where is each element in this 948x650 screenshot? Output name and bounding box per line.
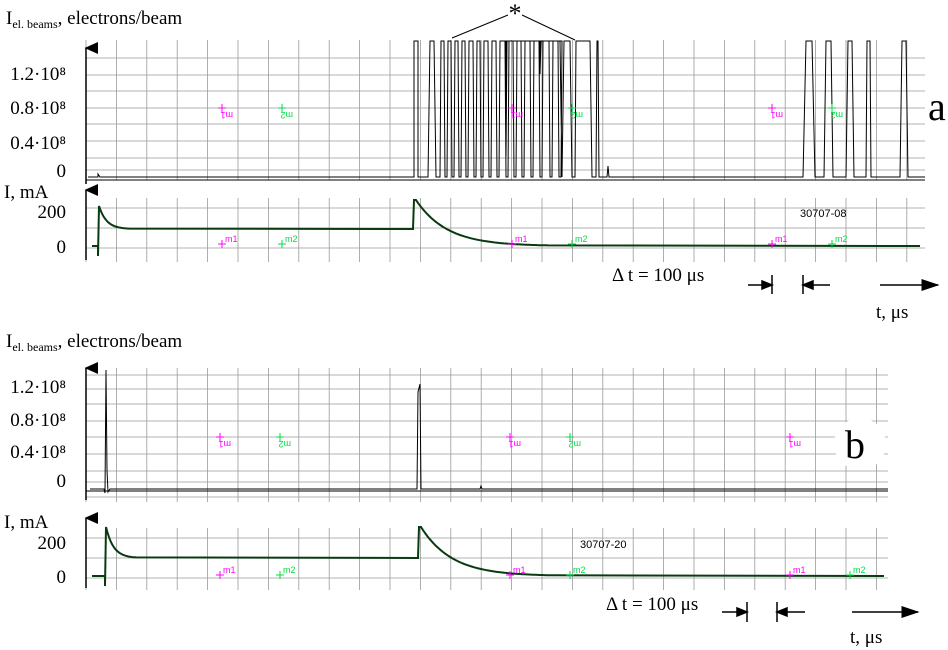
panel-a-bottom-ytick-label: 200 [38, 202, 67, 223]
panel-a-shot-id: 30707-08 [800, 208, 847, 220]
marker-label: m1 [788, 439, 801, 449]
panel-a-top-ytick-labels: 1.2·10⁸ 0.8·10⁸ 0.4·10⁸ 0 [10, 64, 66, 182]
panel-letter-b-background [834, 418, 886, 470]
panel-a-electron-beam-trace [88, 40, 925, 178]
panel-a-bottom-ytick-label: 0 [57, 237, 67, 258]
panel-b-bottom-ytick-label: 200 [38, 533, 67, 554]
marker-label: m1 [223, 565, 236, 575]
panel-a-top-ytick-label: 0.8·10⁸ [10, 98, 66, 119]
asterisk-annotation: * [509, 0, 522, 28]
marker-label: m2 [830, 110, 843, 120]
panel-b-top-ytick-label: 1.2·10⁸ [10, 377, 66, 398]
asterisk-leader-lines [451, 14, 576, 41]
panel-b-bottom-grid [85, 528, 888, 590]
marker-label: m1 [510, 110, 523, 120]
marker-label: m1 [220, 110, 233, 120]
panel-b-bottom-ytick-label: 0 [57, 567, 67, 588]
marker-label: m2 [568, 439, 581, 449]
marker-label: m1 [218, 439, 231, 449]
panel-a-top-ytick-label: 0.4·10⁸ [10, 133, 66, 154]
marker-label: m2 [835, 234, 848, 244]
marker-label: m1 [775, 234, 788, 244]
panel-b-top-grid [85, 368, 888, 502]
panel-b-top-ytick-label: 0 [57, 471, 67, 492]
panel-a-bottom-ylabel: I, mA [4, 182, 49, 203]
panel-a-top-ytick-label: 1.2·10⁸ [10, 64, 66, 85]
marker-label: m1 [225, 234, 238, 244]
panel-letter-b: b [845, 422, 865, 467]
marker-label: m2 [283, 565, 296, 575]
panel-b-time-axis-label: t, μs [850, 627, 882, 648]
panel-b-electron-beam-trace [90, 369, 888, 494]
marker-label: m1 [515, 234, 528, 244]
panel-a-delta-t-scalebar [748, 275, 830, 294]
marker-label: m1 [508, 439, 521, 449]
panel-b-bottom-markers: m1 m2 m1 m2 m1 m2 [216, 565, 866, 579]
marker-label: m2 [573, 565, 586, 575]
panel-b-bottom-ylabel: I, mA [4, 512, 49, 533]
panel-a-top-markers: m1 m2 m1 m2 m1 m2 [218, 104, 843, 120]
panel-b-current-trace [92, 526, 885, 587]
marker-label: m2 [575, 234, 588, 244]
marker-label: m2 [278, 439, 291, 449]
panel-b-top-ytick-label: 0.4·10⁸ [10, 442, 66, 463]
panel-a-top-ytick-label: 0 [57, 161, 67, 182]
marker-label: m1 [513, 565, 526, 575]
marker-label: m1 [793, 565, 806, 575]
panel-b-top-markers: m1 m2 m1 m2 m1 [216, 433, 801, 449]
panel-b-top-ylabel: Iel. beams, electrons/beam [6, 331, 182, 354]
marker-label: m2 [285, 234, 298, 244]
panel-b-top-ytick-label: 0.8·10⁸ [10, 410, 66, 431]
panel-a-delta-t-label: Δ t = 100 μs [612, 265, 704, 286]
panel-b: Iel. beams, electrons/beam 1.2·10⁸ 0.8·1… [4, 331, 920, 648]
marker-label: m2 [853, 565, 866, 575]
marker-label: m2 [570, 110, 583, 120]
panel-b-delta-t-label: Δ t = 100 μs [606, 594, 698, 615]
panel-a-bottom-markers: m1 m2 m1 m2 m1 m2 [218, 234, 848, 248]
panel-a-time-axis-label: t, μs [876, 302, 908, 323]
panel-a-current-trace [92, 199, 921, 257]
panel-letter-a: a [928, 84, 946, 129]
panel-b-shot-id: 30707-20 [580, 539, 627, 551]
panel-b-top-ytick-labels: 1.2·10⁸ 0.8·10⁸ 0.4·10⁸ 0 [10, 377, 66, 492]
marker-label: m1 [770, 110, 783, 120]
marker-label: m2 [280, 110, 293, 120]
panel-a-top-ylabel: Iel. beams, electrons/beam [6, 8, 182, 31]
panel-a: Iel. beams, electrons/beam 1.2·10⁸ 0.8·1… [4, 0, 946, 323]
panel-b-delta-t-scalebar [722, 602, 805, 622]
